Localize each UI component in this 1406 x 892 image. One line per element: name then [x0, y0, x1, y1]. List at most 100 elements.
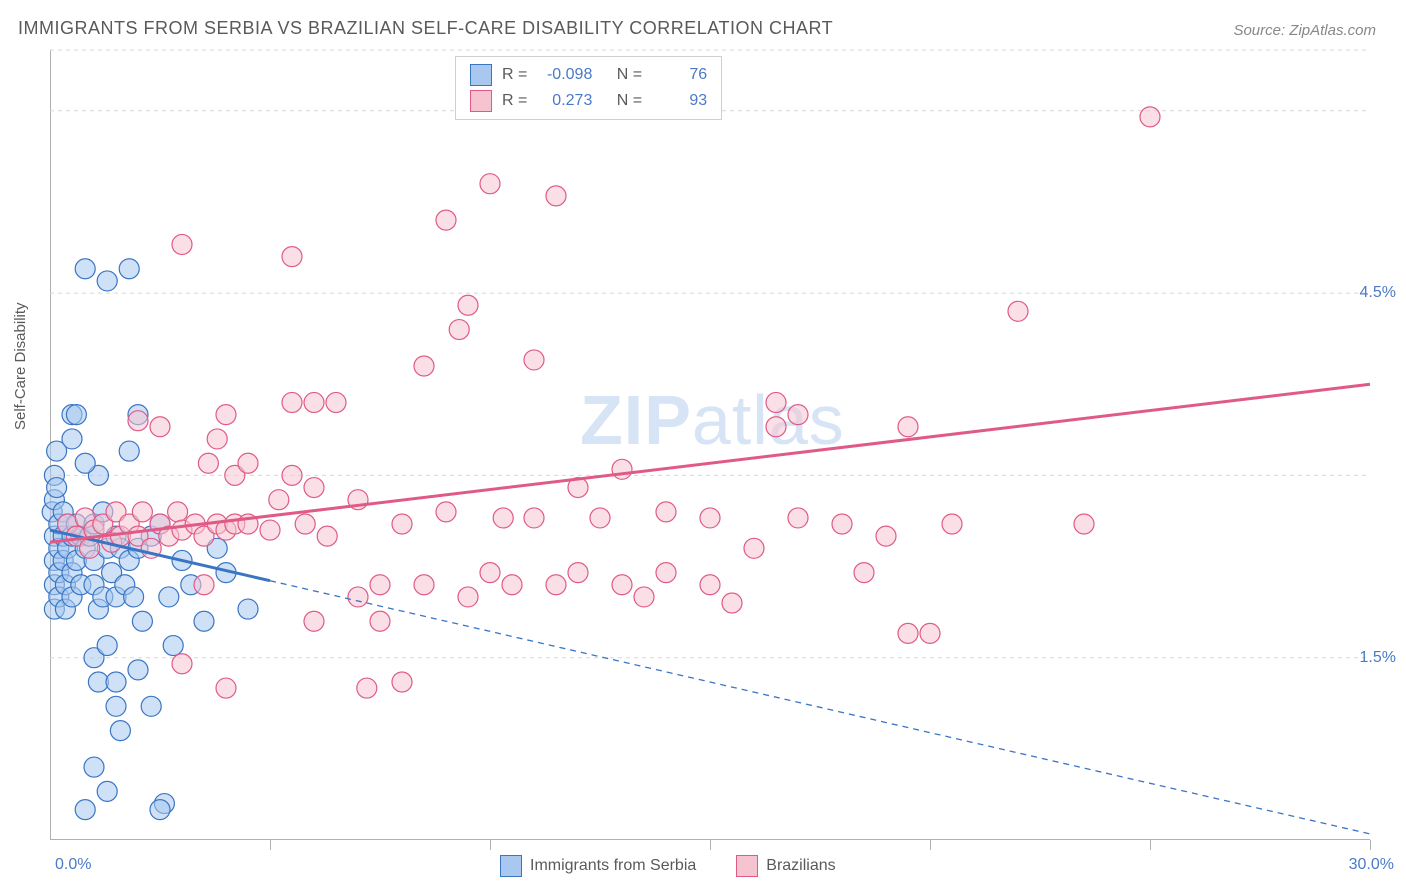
data-point — [920, 623, 940, 643]
data-point — [75, 800, 95, 820]
r-label: R = — [502, 66, 527, 84]
data-point — [269, 490, 289, 510]
data-point — [159, 587, 179, 607]
legend-item-serbia: Immigrants from Serbia — [500, 855, 696, 877]
data-point — [370, 575, 390, 595]
data-point — [700, 575, 720, 595]
data-point — [458, 587, 478, 607]
correlation-legend: R = -0.098 N = 76 R = 0.273 N = 93 — [455, 56, 722, 120]
data-point — [656, 563, 676, 583]
data-point — [524, 508, 544, 528]
x-tick-mark — [710, 840, 711, 850]
data-point — [480, 563, 500, 583]
data-point — [317, 526, 337, 546]
data-point — [168, 502, 188, 522]
data-point — [238, 599, 258, 619]
data-point — [282, 247, 302, 267]
x-tick-mark — [270, 840, 271, 850]
data-point — [132, 611, 152, 631]
data-point — [392, 672, 412, 692]
legend-label: Immigrants from Serbia — [530, 857, 696, 875]
data-point — [700, 508, 720, 528]
data-point — [75, 259, 95, 279]
legend-item-brazilians: Brazilians — [736, 855, 835, 877]
data-point — [348, 587, 368, 607]
data-point — [75, 453, 95, 473]
data-point — [66, 405, 86, 425]
n-value-brazilians: 93 — [652, 92, 707, 110]
data-point — [546, 186, 566, 206]
data-point — [216, 405, 236, 425]
data-point — [788, 405, 808, 425]
legend-label: Brazilians — [766, 857, 835, 875]
data-point — [106, 672, 126, 692]
legend-row-brazilians: R = 0.273 N = 93 — [470, 88, 707, 114]
x-tick-mark — [1150, 840, 1151, 850]
data-point — [260, 520, 280, 540]
x-tick-mark — [930, 840, 931, 850]
data-point — [194, 575, 214, 595]
n-value-serbia: 76 — [652, 66, 707, 84]
data-point — [942, 514, 962, 534]
data-point — [370, 611, 390, 631]
data-point — [357, 678, 377, 698]
r-value-brazilians: 0.273 — [537, 92, 592, 110]
data-point — [612, 575, 632, 595]
trend-line-dashed — [270, 581, 1370, 834]
data-point — [295, 514, 315, 534]
r-label: R = — [502, 92, 527, 110]
y-tick-label: 4.5% — [1360, 284, 1396, 302]
data-point — [106, 696, 126, 716]
data-point — [436, 210, 456, 230]
data-point — [788, 508, 808, 528]
data-point — [124, 587, 144, 607]
data-point — [898, 623, 918, 643]
data-point — [207, 429, 227, 449]
data-point — [172, 654, 192, 674]
data-point — [546, 575, 566, 595]
data-point — [458, 295, 478, 315]
legend-swatch-icon — [500, 855, 522, 877]
chart-title: IMMIGRANTS FROM SERBIA VS BRAZILIAN SELF… — [18, 18, 833, 39]
legend-swatch-serbia — [470, 64, 492, 86]
x-tick-mark — [490, 840, 491, 850]
data-point — [128, 660, 148, 680]
data-point — [304, 392, 324, 412]
grid-layer — [50, 50, 1370, 658]
data-point — [110, 721, 130, 741]
data-point — [150, 800, 170, 820]
data-point — [898, 417, 918, 437]
data-point — [502, 575, 522, 595]
data-point — [876, 526, 896, 546]
legend-row-serbia: R = -0.098 N = 76 — [470, 62, 707, 88]
data-point — [282, 392, 302, 412]
data-point — [1140, 107, 1160, 127]
data-point — [128, 411, 148, 431]
data-point — [493, 508, 513, 528]
x-tick-label: 0.0% — [55, 856, 91, 874]
data-point — [216, 678, 236, 698]
data-point — [612, 459, 632, 479]
x-tick-label: 30.0% — [1349, 856, 1394, 874]
data-point — [62, 429, 82, 449]
data-point — [590, 508, 610, 528]
data-point — [326, 392, 346, 412]
data-point — [119, 441, 139, 461]
data-point — [97, 636, 117, 656]
data-point — [722, 593, 742, 613]
n-label: N = — [617, 92, 642, 110]
data-point — [97, 781, 117, 801]
data-point — [1074, 514, 1094, 534]
data-point — [414, 575, 434, 595]
data-point — [436, 502, 456, 522]
legend-swatch-icon — [736, 855, 758, 877]
data-point — [392, 514, 412, 534]
data-point — [150, 417, 170, 437]
data-point — [47, 478, 67, 498]
data-point — [304, 478, 324, 498]
data-point — [449, 320, 469, 340]
data-point — [238, 453, 258, 473]
chart-svg — [50, 50, 1370, 840]
data-point — [854, 563, 874, 583]
y-tick-label: 1.5% — [1360, 649, 1396, 667]
